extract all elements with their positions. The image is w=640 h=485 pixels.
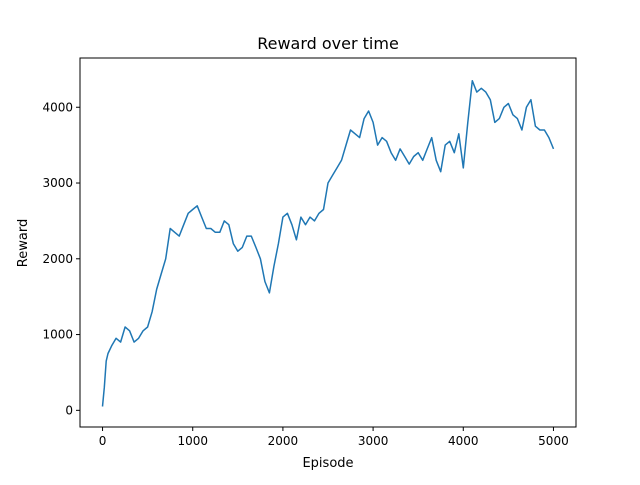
x-tick-label: 3000	[358, 434, 389, 448]
y-tick-label: 1000	[42, 328, 73, 342]
x-tick-label: 1000	[177, 434, 208, 448]
x-axis-ticks: 0 1000 2000 3000 4000 5000	[99, 427, 569, 448]
y-tick-label: 0	[65, 403, 73, 417]
y-tick-label: 3000	[42, 176, 73, 190]
chart-title: Reward over time	[257, 34, 399, 53]
reward-series-line	[101, 79, 555, 407]
series-layer	[101, 79, 555, 407]
y-axis-label: Reward	[16, 219, 31, 267]
y-tick-label: 2000	[42, 252, 73, 266]
x-tick-label: 5000	[538, 434, 569, 448]
x-tick-label: 0	[99, 434, 107, 448]
y-axis-ticks: 0 1000 2000 3000 4000	[42, 100, 80, 417]
x-tick-label: 4000	[448, 434, 479, 448]
y-tick-label: 4000	[42, 100, 73, 114]
x-tick-label: 2000	[268, 434, 299, 448]
plot-area-frame	[79, 57, 577, 428]
x-axis-label: Episode	[302, 456, 353, 471]
